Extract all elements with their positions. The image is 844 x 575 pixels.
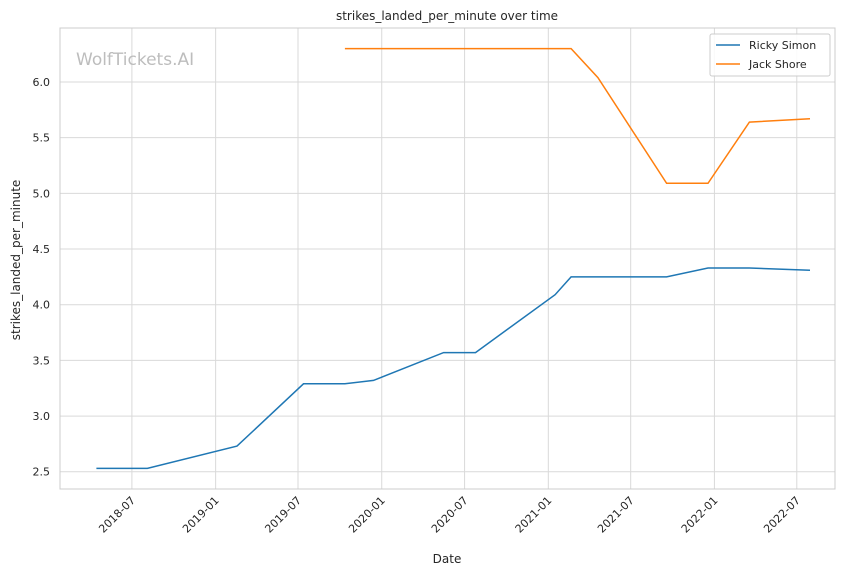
legend: Ricky Simon Jack Shore (709, 33, 831, 77)
series-line-ricky-simon (96, 267, 811, 470)
y-tick-label: 4.0 (33, 299, 51, 312)
x-tick-label: 2019-01 (180, 494, 222, 536)
y-tick-label: 5.5 (33, 132, 51, 145)
grid (60, 28, 835, 489)
x-tick-label: 2020-01 (346, 494, 388, 536)
y-tick-label: 6.0 (33, 76, 51, 89)
x-axis-ticks: 2018-07 2019-01 2019-07 2020-01 2020-07 2021-… (96, 494, 803, 536)
x-tick-label: 2019-07 (262, 494, 304, 536)
x-tick-label: 2021-07 (595, 494, 637, 536)
series-layer (96, 47, 811, 470)
y-tick-label: 5.0 (33, 187, 51, 200)
x-tick-label: 2022-01 (679, 494, 721, 536)
legend-entry-ricky-simon: Ricky Simon (749, 39, 816, 52)
legend-entry-jack-shore: Jack Shore (748, 58, 807, 71)
y-axis-ticks: 2.5 3.0 3.5 4.0 4.5 5.0 5.5 6.0 (33, 76, 51, 479)
x-tick-label: 2022-07 (761, 494, 803, 536)
x-tick-label: 2018-07 (96, 494, 138, 536)
plot-frame (59, 27, 836, 490)
x-tick-label: 2021-01 (513, 494, 555, 536)
x-tick-label: 2020-07 (429, 494, 471, 536)
y-tick-label: 3.5 (33, 354, 51, 367)
watermark: WolfTickets.AI (76, 50, 194, 70)
y-tick-label: 4.5 (33, 243, 51, 256)
y-axis-label: strikes_landed_per_minute (9, 180, 23, 341)
y-tick-label: 2.5 (33, 466, 51, 479)
x-axis-label: Date (433, 552, 462, 566)
y-tick-label: 3.0 (33, 410, 51, 423)
chart-title: strikes_landed_per_minute over time (336, 9, 558, 23)
series-line-jack-shore (344, 47, 811, 185)
